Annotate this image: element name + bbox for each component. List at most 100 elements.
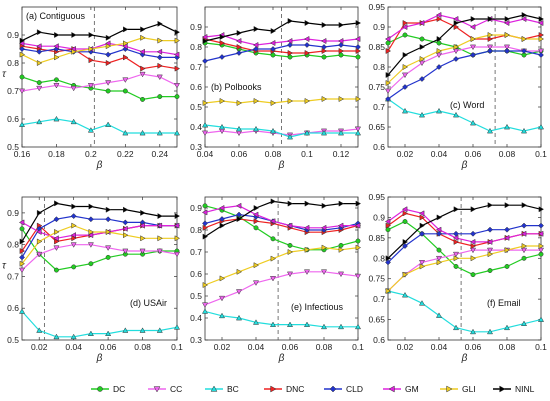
legend-item-NINL: NINL: [493, 384, 535, 394]
data-point: [87, 232, 94, 239]
data-point: [401, 72, 409, 79]
data-point: [269, 218, 276, 225]
data-point: [269, 39, 276, 47]
series-DC: [202, 203, 361, 253]
data-point: [36, 59, 43, 67]
data-point: [384, 218, 391, 225]
data-point: [286, 37, 293, 45]
y-tick-label: 0.8: [7, 240, 19, 250]
series-line: [21, 215, 177, 258]
legend-item-CC: CC: [148, 384, 182, 394]
data-point: [36, 251, 43, 258]
data-point: [402, 84, 408, 90]
x-tick-label: 0.22: [117, 149, 134, 159]
data-point: [139, 129, 146, 136]
legend-item-GM: GM: [383, 384, 419, 394]
data-point: [384, 35, 391, 43]
data-point: [521, 243, 528, 250]
data-point: [122, 88, 128, 94]
data-point: [338, 52, 344, 58]
panel-title: (e) Infectious: [291, 302, 344, 312]
data-point: [88, 57, 95, 64]
data-point: [105, 34, 112, 41]
data-point: [435, 255, 443, 262]
data-point: [123, 232, 129, 239]
data-point: [487, 226, 493, 233]
data-point: [219, 97, 226, 105]
series-line: [387, 34, 542, 56]
data-point: [504, 48, 510, 54]
series-BC: [384, 95, 545, 134]
data-point: [385, 47, 392, 55]
data-point: [140, 65, 146, 72]
data-point: [401, 23, 408, 31]
x-tick-label: 0.06: [100, 342, 117, 352]
data-point: [385, 255, 392, 262]
data-point: [418, 260, 426, 266]
y-tick-label: 0.3: [190, 335, 202, 345]
panel-title: (f) Email: [487, 298, 521, 308]
y-tick-label: 0.65: [368, 122, 385, 132]
data-point: [70, 118, 77, 125]
data-point: [537, 230, 544, 237]
data-point: [355, 95, 362, 103]
data-point: [87, 242, 94, 248]
data-point: [173, 222, 180, 229]
data-point: [452, 324, 460, 331]
data-point: [252, 125, 260, 132]
data-point: [538, 15, 545, 23]
data-point: [521, 222, 527, 229]
data-point: [54, 228, 60, 235]
data-point: [355, 200, 362, 207]
data-point: [321, 21, 328, 29]
data-point: [70, 242, 77, 248]
data-point: [287, 54, 293, 60]
data-point: [218, 204, 225, 212]
series-BC: [18, 308, 181, 340]
data-point: [36, 48, 43, 55]
data-point: [105, 245, 112, 251]
data-point: [338, 246, 345, 253]
data-point: [469, 44, 477, 51]
x-tick-label: 0.24: [152, 149, 169, 159]
legend-label: BC: [227, 384, 239, 394]
data-point: [538, 222, 544, 229]
data-point: [270, 46, 276, 52]
data-point: [401, 291, 409, 298]
data-point: [202, 233, 209, 240]
data-point: [470, 52, 476, 58]
series-line: [387, 249, 541, 292]
data-point: [219, 275, 226, 282]
data-point: [418, 19, 425, 27]
data-point: [123, 40, 129, 47]
data-point: [253, 225, 259, 231]
panel-title: (b) Polbooks: [211, 82, 262, 92]
data-point: [19, 51, 26, 58]
x-tick-label: 0.06: [465, 342, 482, 352]
data-point: [337, 129, 345, 136]
data-point: [235, 314, 243, 321]
data-point: [219, 33, 226, 41]
x-tick-label: 0.02: [397, 149, 414, 159]
data-point: [452, 15, 459, 23]
data-point: [105, 80, 112, 86]
y-tick-label: 0.5: [190, 102, 202, 112]
data-point: [354, 126, 362, 133]
data-point: [19, 226, 25, 232]
x-tick-label: 0.2: [85, 149, 97, 159]
data-point: [36, 43, 42, 50]
series-GLI: [202, 95, 362, 107]
data-point: [19, 260, 26, 267]
data-point: [18, 121, 26, 127]
data-point: [538, 206, 545, 213]
panel-title: (d) USAir: [130, 298, 167, 308]
x-tick-label: 0.04: [431, 342, 448, 352]
series-line: [204, 218, 359, 233]
data-point: [36, 228, 42, 235]
series-GM: [18, 40, 180, 58]
data-point: [139, 48, 145, 55]
series-GLI: [202, 244, 362, 289]
x-tick-label: 0.1: [535, 342, 547, 352]
data-point: [435, 11, 442, 19]
data-point: [503, 44, 511, 51]
